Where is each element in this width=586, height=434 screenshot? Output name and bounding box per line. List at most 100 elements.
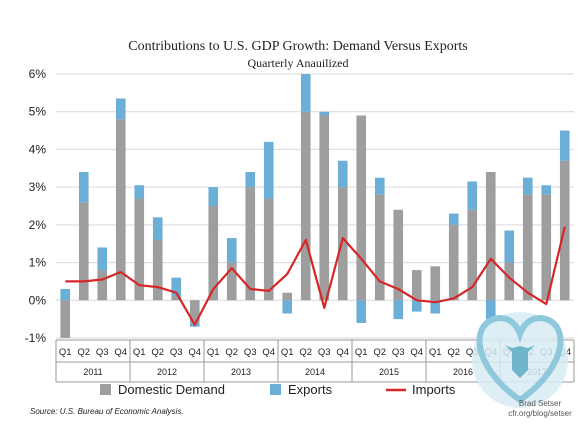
- legend-label: Domestic Demand: [118, 382, 225, 397]
- domestic-demand-bar: [319, 115, 330, 301]
- credit-url: cfr.org/blog/setser: [508, 409, 572, 418]
- domestic-demand-bar: [522, 194, 533, 301]
- exports-bar: [448, 213, 459, 225]
- domestic-demand-bar: [78, 202, 89, 301]
- domestic-demand-bar: [60, 300, 71, 338]
- bars: [60, 74, 570, 338]
- domestic-demand-bar: [411, 270, 422, 301]
- domestic-demand-bar: [171, 296, 182, 301]
- y-tick-label: 1%: [29, 256, 47, 270]
- exports-bar: [282, 300, 293, 314]
- domestic-demand-bar: [448, 224, 459, 301]
- exports-bar: [263, 141, 274, 199]
- x-tick-label: Q2: [299, 347, 312, 358]
- domestic-demand-bar: [430, 266, 441, 301]
- y-tick-label: 6%: [29, 67, 47, 81]
- year-label: 2011: [83, 367, 102, 377]
- watermark-logo: [472, 312, 568, 408]
- x-tick-label: Q4: [410, 347, 423, 358]
- x-tick-label: Q3: [170, 347, 183, 358]
- domestic-demand-bar: [263, 198, 274, 301]
- y-axis-ticks: -1% 0% 1% 2% 3% 4% 5% 6%: [25, 67, 47, 345]
- domestic-demand-bar: [393, 209, 404, 301]
- exports-bar: [245, 172, 256, 188]
- legend-label: Exports: [288, 382, 333, 397]
- x-tick-label: Q4: [188, 347, 201, 358]
- exports-bar: [504, 230, 515, 263]
- year-label: 2013: [231, 367, 251, 377]
- exports-bar: [319, 111, 330, 116]
- heart-icon: [476, 314, 564, 404]
- domestic-demand-bar: [541, 194, 552, 301]
- x-tick-label: Q3: [318, 347, 331, 358]
- domestic-demand-bar: [189, 300, 200, 323]
- exports-bar: [411, 300, 422, 312]
- imports-line-group: [65, 226, 566, 326]
- exports-bar: [97, 247, 108, 271]
- y-tick-label: 5%: [29, 105, 47, 119]
- year-label: 2015: [379, 367, 399, 377]
- exports-bar: [374, 177, 385, 195]
- domestic-demand-bar: [134, 198, 145, 301]
- domestic-demand-bar: [356, 115, 367, 301]
- x-tick-label: Q2: [447, 347, 460, 358]
- source-note: Source: U.S. Bureau of Economic Analysis…: [30, 407, 184, 416]
- x-tick-label: Q2: [77, 347, 90, 358]
- exports-bar: [226, 238, 237, 263]
- exports-bar: [134, 185, 145, 199]
- x-tick-label: Q4: [262, 347, 275, 358]
- exports-bar: [337, 160, 348, 188]
- x-tick-label: Q4: [336, 347, 349, 358]
- year-label: 2016: [453, 367, 473, 377]
- domestic-demand-bar: [152, 239, 163, 301]
- exports-bar: [393, 300, 404, 320]
- x-tick-label: Q2: [225, 347, 238, 358]
- credit-name: Brad Setser: [519, 399, 562, 408]
- exports-bar: [559, 130, 570, 161]
- domestic-demand-bar: [208, 206, 219, 301]
- exports-bar: [430, 300, 441, 314]
- x-tick-label: Q1: [133, 347, 146, 358]
- legend-label: Imports: [412, 382, 456, 397]
- legend-swatch: [270, 384, 281, 395]
- domestic-demand-bar: [374, 194, 385, 301]
- legend-swatch: [100, 384, 111, 395]
- x-tick-label: Q3: [392, 347, 405, 358]
- domestic-demand-bar: [245, 187, 256, 301]
- exports-bar: [300, 74, 311, 112]
- exports-bar: [171, 277, 182, 297]
- exports-bar: [60, 288, 71, 301]
- y-tick-label: 0%: [29, 293, 47, 307]
- x-tick-label: Q1: [429, 347, 442, 358]
- legend: Domestic Demand Exports Imports: [100, 382, 456, 397]
- x-tick-label: Q1: [355, 347, 368, 358]
- x-tick-label: Q3: [244, 347, 257, 358]
- exports-bar: [152, 217, 163, 240]
- x-tick-label: Q1: [207, 347, 220, 358]
- domestic-demand-bar: [504, 262, 515, 301]
- domestic-demand-bar: [467, 209, 478, 301]
- x-tick-label: Q4: [114, 347, 127, 358]
- exports-bar: [467, 181, 478, 210]
- x-tick-label: Q2: [373, 347, 386, 358]
- exports-bar: [541, 185, 552, 195]
- x-tick-label: Q1: [281, 347, 294, 358]
- year-label: 2014: [305, 367, 325, 377]
- exports-bar: [78, 172, 89, 203]
- exports-bar: [522, 177, 533, 195]
- exports-bar: [208, 187, 219, 206]
- x-tick-label: Q2: [151, 347, 164, 358]
- domestic-demand-bar: [485, 172, 496, 301]
- domestic-demand-bar: [226, 262, 237, 301]
- exports-bar: [115, 98, 126, 120]
- chart-title: Contributions to U.S. GDP Growth: Demand…: [128, 39, 468, 54]
- bull-skull-icon: [505, 345, 535, 378]
- gridlines: [56, 73, 574, 339]
- domestic-demand-bar: [337, 187, 348, 301]
- x-tick-label: Q3: [466, 347, 479, 358]
- y-tick-label: 2%: [29, 218, 47, 232]
- domestic-demand-bar: [282, 292, 293, 301]
- chart-subtitle: Quarterly Anauilized: [248, 56, 349, 70]
- year-label: 2012: [157, 367, 177, 377]
